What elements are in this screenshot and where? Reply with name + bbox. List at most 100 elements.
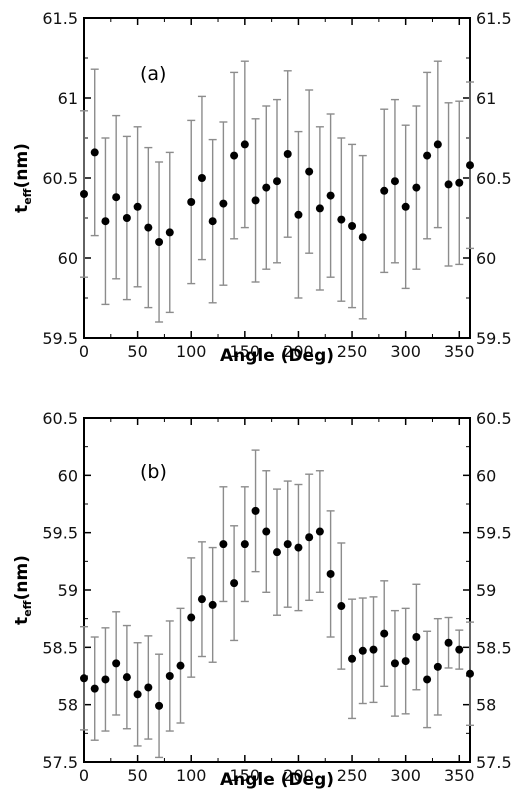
x-tick-label: 0: [79, 766, 89, 785]
data-point: [358, 233, 367, 242]
y-tick-label-right: 58: [476, 696, 496, 715]
data-point: [423, 151, 432, 160]
y-tick-label-left: 59.5: [42, 329, 78, 348]
data-point: [80, 674, 88, 683]
data-point: [133, 690, 142, 699]
data-point: [348, 654, 357, 663]
data-point: [305, 167, 314, 176]
data-point: [122, 673, 131, 682]
data-point: [208, 600, 217, 609]
data-point: [187, 613, 196, 622]
y-axis-title-main: t: [12, 205, 32, 213]
data-point: [412, 633, 421, 642]
y-tick-label-left: 57.5: [42, 753, 78, 772]
y-tick-label-right: 59: [476, 581, 496, 600]
data-point: [390, 177, 399, 186]
data-point: [326, 569, 335, 578]
y-tick-label-left: 59: [58, 581, 78, 600]
y-tick-label-right: 58.5: [476, 638, 512, 657]
data-point: [401, 657, 410, 666]
data-point: [208, 217, 217, 226]
y-axis-title-unit: (nm): [12, 555, 32, 600]
data-point: [423, 675, 432, 684]
data-point: [305, 533, 314, 542]
y-tick-label-left: 60: [58, 466, 78, 485]
data-point: [165, 228, 174, 237]
data-point: [369, 645, 378, 654]
y-tick-label-right: 60.5: [476, 169, 512, 188]
y-tick-label-right: 59.5: [476, 524, 512, 543]
data-point: [348, 222, 357, 230]
x-tick-label: 100: [176, 342, 207, 361]
data-point: [155, 701, 164, 710]
data-point: [444, 180, 453, 189]
y-tick-label-right: 60.5: [476, 409, 512, 428]
x-axis-title: Angle (Deg): [220, 770, 334, 790]
x-tick-label: 250: [337, 766, 368, 785]
data-point: [337, 602, 346, 611]
y-tick-label-left: 61.5: [42, 9, 78, 28]
data-point: [433, 662, 442, 671]
x-tick-label: 150: [230, 342, 261, 361]
data-point: [466, 669, 474, 678]
y-tick-label-left: 61: [58, 89, 78, 108]
data-point: [273, 548, 281, 557]
x-tick-label: 300: [390, 342, 421, 361]
x-tick-label: 350: [444, 766, 475, 785]
y-axis-title: teff(nm): [12, 143, 34, 213]
data-point: [197, 595, 206, 604]
data-point: [122, 214, 131, 222]
data-point: [112, 659, 121, 668]
data-point: [251, 196, 260, 205]
x-tick-label: 150: [230, 766, 261, 785]
data-point: [80, 190, 88, 198]
y-axis-title-subscript: eff: [21, 600, 34, 616]
data-point: [283, 540, 292, 549]
data-point: [144, 683, 153, 692]
data-point: [187, 198, 196, 206]
data-point: [444, 638, 453, 647]
y-axis-title-unit: (nm): [12, 143, 32, 188]
y-tick-label-left: 60.5: [42, 409, 78, 428]
data-point: [197, 174, 206, 182]
data-point: [433, 140, 442, 149]
y-axis-title-main: t: [12, 617, 32, 625]
data-point: [240, 540, 249, 549]
data-point: [112, 193, 121, 202]
data-point: [380, 186, 389, 195]
data-point: [155, 238, 164, 246]
data-point: [230, 151, 239, 160]
data-point: [390, 659, 399, 668]
data-point: [401, 202, 410, 211]
y-tick-label-left: 60: [58, 249, 78, 268]
y-tick-label-right: 61.5: [476, 9, 512, 28]
data-point: [90, 684, 99, 693]
x-tick-label: 250: [337, 342, 368, 361]
data-point: [262, 527, 271, 536]
y-tick-label-right: 61: [476, 89, 496, 108]
data-point: [176, 661, 185, 670]
data-point: [262, 183, 271, 192]
x-tick-label: 200: [283, 766, 314, 785]
data-point: [315, 527, 324, 536]
y-tick-label-left: 59.5: [42, 524, 78, 543]
x-tick-label: 100: [176, 766, 207, 785]
data-point: [315, 204, 324, 213]
panel-label: (a): [140, 63, 166, 85]
panel-label: (b): [140, 461, 167, 483]
y-tick-label-right: 60: [476, 466, 496, 485]
data-point: [283, 150, 292, 158]
data-point: [90, 148, 99, 157]
data-point: [144, 223, 153, 232]
data-point: [294, 210, 303, 219]
data-point: [455, 645, 464, 654]
x-tick-label: 0: [79, 342, 89, 361]
y-tick-label-left: 60.5: [42, 169, 78, 188]
x-tick-label: 300: [390, 766, 421, 785]
y-tick-label-right: 57.5: [476, 753, 512, 772]
y-axis-title-subscript: eff: [21, 188, 34, 204]
x-tick-label: 200: [283, 342, 314, 361]
